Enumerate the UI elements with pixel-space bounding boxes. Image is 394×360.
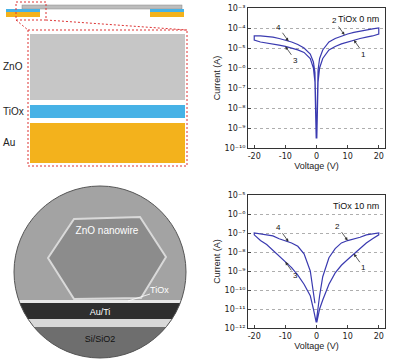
svg-text:-10: -10 xyxy=(279,152,292,161)
svg-text:Voltage (V): Voltage (V) xyxy=(294,161,339,171)
svg-text:10⁻⁸: 10⁻⁸ xyxy=(228,104,246,113)
svg-text:Au/Ti: Au/Ti xyxy=(90,307,111,317)
svg-text:10⁻¹⁰: 10⁻¹⁰ xyxy=(225,286,246,295)
svg-text:10⁻¹¹: 10⁻¹¹ xyxy=(225,305,246,314)
svg-text:-10: -10 xyxy=(279,332,292,341)
svg-text:-20: -20 xyxy=(248,332,261,341)
svg-text:10⁻⁸: 10⁻⁸ xyxy=(228,248,246,257)
svg-text:ZnO nanowire: ZnO nanowire xyxy=(76,225,139,236)
svg-text:10⁻⁷: 10⁻⁷ xyxy=(228,229,246,238)
svg-text:0: 0 xyxy=(314,152,319,161)
svg-text:10: 10 xyxy=(343,332,353,341)
svg-text:10⁻⁶: 10⁻⁶ xyxy=(228,64,246,73)
svg-text:4: 4 xyxy=(276,223,281,232)
svg-text:3: 3 xyxy=(293,56,298,65)
svg-text:-20: -20 xyxy=(248,152,261,161)
svg-text:10⁻⁹: 10⁻⁹ xyxy=(228,124,246,133)
svg-text:1: 1 xyxy=(361,263,366,272)
svg-text:2: 2 xyxy=(332,16,337,25)
svg-text:10⁻¹⁰: 10⁻¹⁰ xyxy=(225,144,246,153)
svg-text:ZnO: ZnO xyxy=(3,61,23,72)
svg-text:10⁻⁵: 10⁻⁵ xyxy=(228,191,246,200)
svg-text:10⁻⁷: 10⁻⁷ xyxy=(228,84,246,93)
svg-text:20: 20 xyxy=(374,332,384,341)
svg-text:2: 2 xyxy=(335,222,340,231)
svg-text:10⁻⁶: 10⁻⁶ xyxy=(228,210,246,219)
svg-text:TiOx: TiOx xyxy=(150,285,169,295)
svg-text:10⁻⁵: 10⁻⁵ xyxy=(228,44,246,53)
svg-text:10⁻³: 10⁻³ xyxy=(228,4,246,13)
svg-text:4: 4 xyxy=(276,23,281,32)
svg-text:Au: Au xyxy=(3,137,15,148)
svg-text:1: 1 xyxy=(361,50,366,59)
svg-text:TiOx: TiOx xyxy=(3,106,24,117)
svg-text:TiOx 10 nm: TiOx 10 nm xyxy=(333,201,379,211)
svg-text:10: 10 xyxy=(343,152,353,161)
svg-text:10⁻⁹: 10⁻⁹ xyxy=(228,267,246,276)
svg-text:Current (A): Current (A) xyxy=(212,239,222,284)
svg-text:3: 3 xyxy=(293,271,298,280)
svg-text:0: 0 xyxy=(314,332,319,341)
svg-text:10⁻¹²: 10⁻¹² xyxy=(225,324,246,333)
svg-text:Voltage (V): Voltage (V) xyxy=(294,341,339,351)
svg-text:Current (A): Current (A) xyxy=(212,56,222,101)
svg-text:20: 20 xyxy=(374,152,384,161)
svg-text:10⁻⁴: 10⁻⁴ xyxy=(228,24,246,33)
svg-text:TiOx 0 nm: TiOx 0 nm xyxy=(338,14,379,24)
svg-text:Si/SiO2: Si/SiO2 xyxy=(85,334,116,344)
